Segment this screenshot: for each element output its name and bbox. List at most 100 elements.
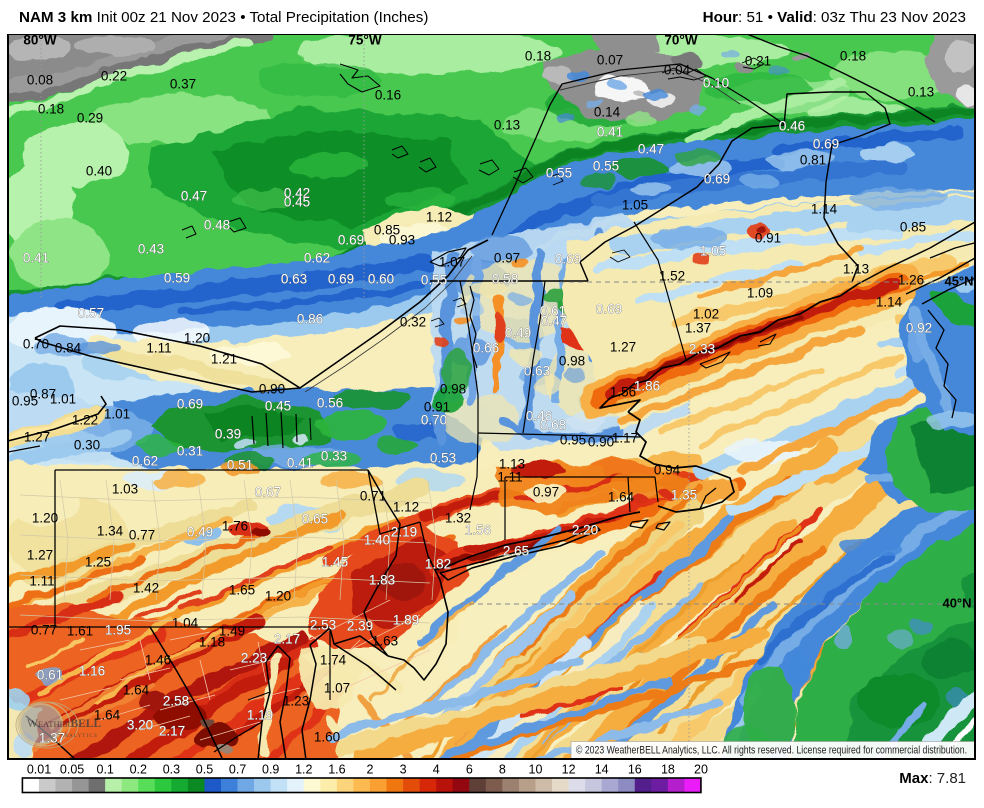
svg-text:0.70: 0.70 bbox=[421, 413, 447, 428]
svg-text:0.10: 0.10 bbox=[703, 76, 729, 91]
svg-text:0.98: 0.98 bbox=[559, 354, 585, 369]
svg-text:0.18: 0.18 bbox=[38, 102, 64, 117]
svg-text:2.65: 2.65 bbox=[503, 544, 529, 559]
svg-text:0.97: 0.97 bbox=[533, 485, 559, 500]
svg-text:0.95: 0.95 bbox=[560, 433, 586, 448]
svg-text:0.87: 0.87 bbox=[30, 387, 56, 402]
svg-text:2.23: 2.23 bbox=[241, 651, 267, 666]
svg-text:80°W: 80°W bbox=[23, 33, 56, 48]
svg-text:1.27: 1.27 bbox=[24, 430, 50, 445]
svg-text:0.31: 0.31 bbox=[177, 444, 203, 459]
svg-text:0.90: 0.90 bbox=[588, 435, 614, 450]
svg-text:0.08: 0.08 bbox=[27, 73, 53, 88]
svg-text:0.41: 0.41 bbox=[23, 251, 49, 266]
svg-text:0.77: 0.77 bbox=[31, 623, 57, 638]
svg-text:70°W: 70°W bbox=[664, 33, 697, 48]
svg-text:1.18: 1.18 bbox=[199, 635, 225, 650]
svg-text:1.46: 1.46 bbox=[145, 653, 171, 668]
svg-text:0.51: 0.51 bbox=[227, 458, 253, 473]
svg-text:0.33: 0.33 bbox=[321, 449, 347, 464]
svg-text:2.17: 2.17 bbox=[274, 632, 300, 647]
svg-text:14: 14 bbox=[595, 763, 609, 777]
svg-text:1.23: 1.23 bbox=[283, 694, 309, 709]
svg-text:1.60: 1.60 bbox=[314, 730, 340, 745]
svg-text:1.01: 1.01 bbox=[50, 392, 76, 407]
svg-text:1.56: 1.56 bbox=[610, 385, 636, 400]
svg-text:2.20: 2.20 bbox=[572, 523, 598, 538]
svg-text:1.16: 1.16 bbox=[79, 664, 105, 679]
svg-text:40°N: 40°N bbox=[942, 595, 971, 610]
svg-text:0.61: 0.61 bbox=[37, 668, 63, 683]
svg-text:© 2023 WeatherBELL Analytics,: © 2023 WeatherBELL Analytics, LLC. All r… bbox=[576, 744, 967, 756]
svg-text:0.18: 0.18 bbox=[840, 49, 866, 64]
svg-text:0.39: 0.39 bbox=[215, 427, 241, 442]
svg-text:1.22: 1.22 bbox=[72, 413, 98, 428]
svg-text:0.41: 0.41 bbox=[287, 456, 313, 471]
svg-text:1.65: 1.65 bbox=[229, 583, 255, 598]
svg-text:1.03: 1.03 bbox=[112, 482, 138, 497]
svg-text:0.46: 0.46 bbox=[526, 409, 552, 424]
svg-text:1.86: 1.86 bbox=[634, 379, 660, 394]
svg-text:1.52: 1.52 bbox=[659, 269, 685, 284]
svg-text:0.47: 0.47 bbox=[541, 314, 567, 329]
svg-text:0.45: 0.45 bbox=[284, 195, 310, 210]
svg-text:A N A L Y T I C S: A N A L Y T I C S bbox=[60, 734, 97, 739]
svg-text:1.27: 1.27 bbox=[27, 548, 53, 563]
svg-text:1.11: 1.11 bbox=[146, 341, 171, 356]
svg-text:0.45: 0.45 bbox=[265, 399, 291, 414]
svg-text:0.81: 0.81 bbox=[800, 153, 826, 168]
svg-text:0.86: 0.86 bbox=[297, 312, 323, 327]
svg-text:20: 20 bbox=[694, 763, 708, 777]
svg-text:0.98: 0.98 bbox=[440, 382, 466, 397]
svg-text:0.62: 0.62 bbox=[132, 454, 158, 469]
svg-text:0.55: 0.55 bbox=[421, 273, 447, 288]
svg-text:0.41: 0.41 bbox=[597, 125, 623, 140]
svg-text:0.69: 0.69 bbox=[704, 172, 730, 187]
svg-text:0.97: 0.97 bbox=[494, 251, 520, 266]
svg-text:0.69: 0.69 bbox=[813, 137, 839, 152]
svg-text:1.20: 1.20 bbox=[184, 331, 210, 346]
svg-text:0.90: 0.90 bbox=[259, 382, 285, 397]
svg-text:1.13: 1.13 bbox=[843, 262, 869, 277]
svg-text:1.82: 1.82 bbox=[425, 557, 451, 572]
svg-text:0.53: 0.53 bbox=[430, 451, 456, 466]
svg-text:0.13: 0.13 bbox=[494, 118, 520, 133]
svg-text:1.12: 1.12 bbox=[426, 210, 452, 225]
svg-text:1.89: 1.89 bbox=[393, 613, 419, 628]
svg-text:0.69: 0.69 bbox=[328, 272, 354, 287]
svg-text:0.1: 0.1 bbox=[97, 763, 114, 777]
svg-text:1.26: 1.26 bbox=[898, 273, 924, 288]
svg-text:0.67: 0.67 bbox=[255, 485, 281, 500]
svg-text:0.91: 0.91 bbox=[755, 231, 781, 246]
svg-text:18: 18 bbox=[661, 763, 675, 777]
svg-text:3: 3 bbox=[400, 763, 407, 777]
svg-text:1.83: 1.83 bbox=[369, 573, 395, 588]
svg-text:1.07: 1.07 bbox=[324, 681, 350, 696]
svg-text:1.07: 1.07 bbox=[439, 255, 465, 270]
svg-text:0.5: 0.5 bbox=[196, 763, 213, 777]
svg-text:1.56: 1.56 bbox=[465, 523, 491, 538]
svg-text:1.14: 1.14 bbox=[811, 202, 838, 217]
svg-text:0.32: 0.32 bbox=[400, 315, 426, 330]
svg-text:0.01: 0.01 bbox=[27, 763, 51, 777]
svg-text:0.70: 0.70 bbox=[23, 337, 49, 352]
svg-text:0.22: 0.22 bbox=[101, 69, 127, 84]
svg-text:0.47: 0.47 bbox=[181, 189, 207, 204]
svg-text:3.20: 3.20 bbox=[127, 718, 153, 733]
svg-text:0.66: 0.66 bbox=[473, 341, 499, 356]
svg-text:0.85: 0.85 bbox=[900, 220, 926, 235]
svg-text:0.55: 0.55 bbox=[546, 166, 572, 181]
svg-text:0.37: 0.37 bbox=[170, 77, 196, 92]
svg-text:0.29: 0.29 bbox=[77, 111, 103, 126]
svg-text:0.94: 0.94 bbox=[654, 463, 681, 478]
svg-text:1.02: 1.02 bbox=[693, 307, 719, 322]
svg-text:WEATHERBELL: WEATHERBELL bbox=[27, 718, 101, 730]
svg-text:1.19: 1.19 bbox=[247, 708, 273, 723]
svg-text:1.12: 1.12 bbox=[393, 500, 419, 515]
svg-text:0.18: 0.18 bbox=[525, 49, 551, 64]
svg-text:12: 12 bbox=[562, 763, 576, 777]
svg-text:1.63: 1.63 bbox=[372, 634, 398, 649]
svg-text:1.09: 1.09 bbox=[747, 286, 773, 301]
svg-text:0.42: 0.42 bbox=[284, 186, 310, 201]
svg-text:0.3: 0.3 bbox=[163, 763, 180, 777]
